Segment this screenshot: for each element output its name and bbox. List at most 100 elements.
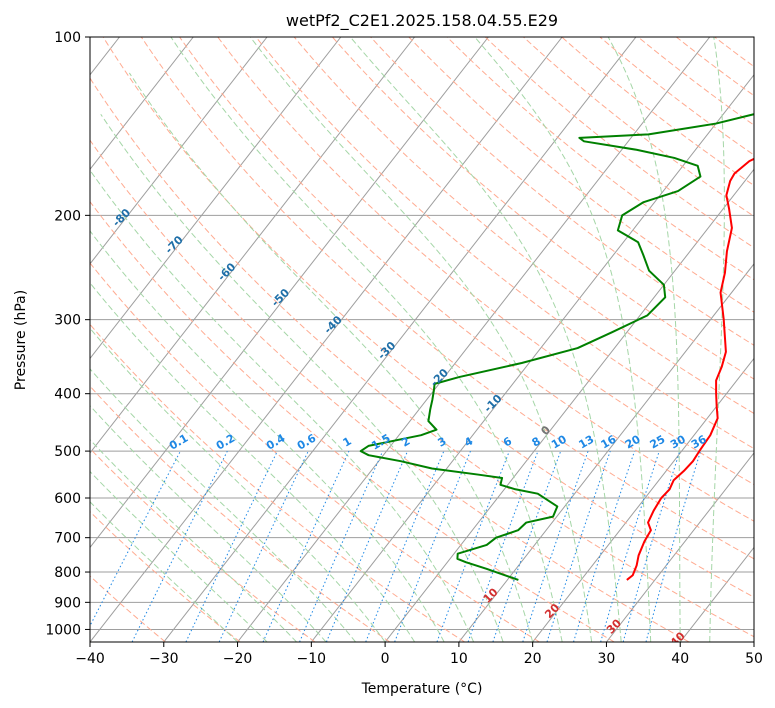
dry-adiabat: [179, 37, 754, 522]
dry-adiabat: [255, 37, 754, 450]
moist-adiabat: [90, 438, 297, 642]
isotherm-line: [606, 452, 754, 642]
mixing-ratio-line: [365, 450, 445, 642]
mixing-ratio-label: 4: [462, 434, 475, 449]
mixing-ratio-label: 13: [576, 433, 596, 452]
x-tick-label: −10: [297, 651, 327, 667]
isotherm-label: -50: [269, 286, 292, 309]
mixing-ratio-line: [600, 450, 660, 642]
moist-adiabat: [100, 113, 504, 642]
moist-adiabat: [249, 37, 593, 642]
mixing-ratio-label: 20: [623, 432, 643, 451]
isotherm-label: -100: [1, 150, 30, 179]
y-tick-label: 500: [54, 444, 81, 460]
mixing-ratio-label: 30: [668, 432, 688, 451]
isotherm-line: [458, 263, 754, 642]
isotherm-label-warm: 30: [604, 616, 624, 636]
grid-layer: [90, 37, 754, 642]
x-tick-label: 40: [671, 651, 689, 667]
isotherm-label: -40: [322, 313, 345, 336]
mixing-ratio-label: 0.2: [214, 432, 237, 453]
isotherm-line: [90, 37, 489, 549]
isotherm-label: -80: [110, 206, 133, 229]
isotherm-line: [90, 37, 416, 454]
y-tick-label: 700: [54, 531, 81, 547]
dry-adiabat: [140, 37, 754, 560]
isotherm-line: [532, 357, 754, 642]
moist-adiabat: [90, 404, 327, 642]
y-tick-label: 1000: [45, 622, 81, 638]
mixing-ratio-label: 10: [549, 432, 569, 451]
mixing-ratio-line: [522, 450, 589, 642]
plot-frame: [89, 36, 755, 643]
isotherm-label-warm: 20: [542, 601, 562, 621]
mixing-ratio-line: [622, 450, 681, 642]
x-axis-title: Temperature (°C): [361, 681, 483, 697]
dry-adiabat: [599, 37, 754, 156]
moist-adiabat: [90, 282, 416, 642]
isotherm-line: [384, 168, 754, 642]
y-tick-label: 800: [54, 565, 81, 581]
mixing-ratio-label: 6: [501, 434, 514, 449]
mixing-ratio-label: 1: [341, 435, 354, 450]
moist-adiabat: [607, 37, 681, 642]
mixing-ratio-line: [394, 450, 471, 642]
moist-adiabat: [474, 37, 652, 642]
dry-adiabat: [332, 37, 754, 380]
y-tick-label: 400: [54, 387, 81, 403]
dry-adiabat: [446, 37, 754, 281]
moist-adiabat: [709, 37, 725, 642]
isotherm-line: [237, 37, 711, 642]
isotherm-label-warm: 40: [668, 629, 688, 649]
dry-adiabat: [561, 37, 754, 187]
dry-adiabat: [90, 447, 316, 642]
x-tick-label: 50: [745, 651, 763, 667]
mixing-ratio-label: 36: [689, 432, 709, 451]
mixing-ratio-line: [467, 450, 539, 642]
mixing-ratio-line: [645, 450, 702, 642]
y-tick-label: 300: [54, 313, 81, 329]
temperature-profile-line: [626, 157, 754, 581]
dry-adiabat: [90, 200, 615, 642]
y-tick-label: 900: [54, 595, 81, 611]
mixing-ratio-label: 0.1: [167, 432, 190, 453]
isotherm-label: 0: [538, 423, 553, 438]
moist-adiabat: [90, 368, 356, 642]
mixing-ratio-label: 0.4: [264, 431, 288, 452]
x-tick-label: 20: [524, 651, 542, 667]
x-tick-label: 30: [598, 651, 616, 667]
y-tick-label: 600: [54, 491, 81, 507]
dry-adiabat: [523, 37, 754, 217]
moist-adiabat: [90, 230, 445, 642]
y-tick-label: 200: [54, 208, 81, 224]
isotherm-line: [310, 73, 754, 642]
dry-adiabat: [90, 262, 540, 642]
moist-adiabat: [128, 72, 534, 642]
isotherm-label: -70: [163, 233, 186, 256]
x-tick-label: 0: [381, 651, 390, 667]
dry-adiabat: [90, 323, 465, 642]
dry-adiabat: [90, 511, 241, 642]
mixing-ratio-line: [325, 450, 409, 642]
mixing-ratio-line: [492, 450, 562, 642]
mixing-ratio-line: [546, 450, 611, 642]
y-tick-label: 100: [54, 30, 81, 46]
mixing-ratio-line: [218, 450, 309, 642]
mixing-ratio-label: 16: [599, 432, 619, 451]
dry-adiabat: [217, 37, 754, 486]
moist-adiabat: [90, 470, 268, 642]
mixing-ratio-line: [262, 450, 350, 642]
axes-layer: −40 −30 −20 −10 0 10 20 30 40 5010020030040050060…: [45, 30, 763, 667]
isotherm-label: -10: [481, 392, 504, 415]
series-layer: [359, 113, 754, 581]
dry-adiabat: [293, 37, 754, 415]
dry-adiabat: [102, 37, 754, 598]
y-axis-title: Pressure (hPa): [13, 290, 29, 390]
dry-adiabat: [90, 77, 754, 638]
isotherm-line: [163, 37, 637, 642]
dry-adiabat: [90, 139, 690, 642]
isotherm-line: [90, 37, 268, 265]
dry-adiabat: [484, 37, 754, 249]
moist-adiabat: [90, 327, 386, 642]
mixing-ratio-label: 1.5: [369, 432, 392, 453]
